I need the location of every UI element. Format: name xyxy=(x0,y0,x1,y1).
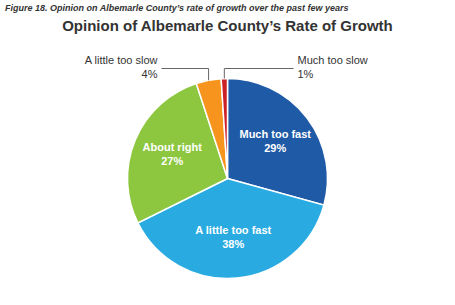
svg-text:Much too fast29%: Much too fast29% xyxy=(239,128,311,154)
svg-text:About right27%: About right27% xyxy=(143,141,203,167)
html-text:Figure 18. Opinion on Albemarl: Figure 18. Opinion on Albemarle County’s… xyxy=(5,3,349,13)
svg-text:A little too fast38%: A little too fast38% xyxy=(195,224,271,250)
svg-text:A little too slow4%: A little too slow4% xyxy=(85,54,158,80)
html-text:Opinion of Albemarle County’s: Opinion of Albemarle County’s Rate of Gr… xyxy=(62,17,393,34)
svg-text:Much too slow1%: Much too slow1% xyxy=(298,54,368,80)
